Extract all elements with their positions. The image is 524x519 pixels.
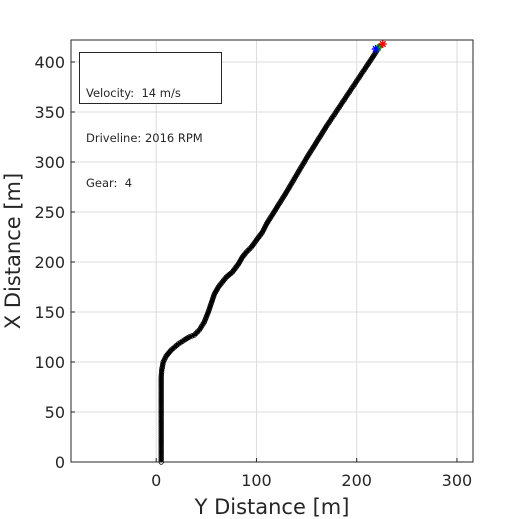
- y-tick-label: 200: [34, 253, 65, 272]
- driveline-readout: Driveline: 2016 RPM: [86, 131, 203, 145]
- y-tick-label: 100: [34, 353, 65, 372]
- trajectory-point: [158, 382, 164, 388]
- y-tick-label: 400: [34, 53, 65, 72]
- trajectory-point: [194, 329, 201, 335]
- trajectory-point: [193, 330, 199, 336]
- y-tick-label: 250: [34, 203, 65, 222]
- trajectory-point: [158, 367, 165, 373]
- trajectory-point: [158, 386, 164, 392]
- tick-labels: 0 100 200 300 0 50 100 150 200 250 300 350 400: [34, 53, 472, 490]
- y-tick-label: 150: [34, 303, 65, 322]
- trajectory-point: [220, 277, 227, 283]
- gear-readout: Gear: 4: [86, 176, 133, 190]
- x-tick-label: 200: [341, 471, 372, 490]
- trajectory-point: [172, 344, 178, 350]
- status-info-box: Velocity: 14 m/s Driveline: 2016 RPM Gea…: [79, 52, 222, 190]
- trajectory-point: [218, 281, 224, 287]
- y-tick-label: 350: [34, 103, 65, 122]
- trajectory-point: [245, 247, 251, 253]
- x-tick-label: 0: [151, 471, 161, 490]
- trajectory-point: [158, 380, 164, 386]
- y-tick-label: 300: [34, 153, 65, 172]
- velocity-readout: Velocity: 14 m/s: [86, 86, 181, 100]
- x-tick-label: 100: [241, 471, 272, 490]
- x-axis-label: Y Distance [m]: [194, 495, 350, 519]
- trajectory-point: [159, 363, 166, 369]
- trajectory-point: [191, 332, 197, 338]
- end-marker: [379, 40, 387, 48]
- trajectory-point: [189, 333, 195, 339]
- y-tick-label: 0: [55, 453, 65, 472]
- y-axis-label: X Distance [m]: [1, 173, 25, 329]
- trajectory-point: [159, 365, 165, 371]
- trajectory-point: [158, 384, 164, 390]
- end-marker: [372, 45, 380, 53]
- trajectory-point: [219, 279, 226, 285]
- trajectory-point: [216, 282, 223, 288]
- trajectory-point: [186, 334, 192, 340]
- trajectory-point: [215, 284, 222, 290]
- axes-frame: [70, 39, 474, 463]
- trajectory-point: [167, 348, 173, 355]
- trajectory-point: [247, 245, 253, 252]
- trajectory-point: [158, 378, 164, 384]
- trajectory-point: [243, 249, 250, 255]
- trajectory-line: [159, 43, 383, 462]
- trajectory-point: [222, 276, 228, 282]
- y-tick-label: 50: [45, 403, 65, 422]
- trajectory-point: [248, 244, 255, 250]
- end-markers: [371, 40, 387, 53]
- data-series: [158, 43, 383, 465]
- trajectory-point: [242, 250, 248, 257]
- trajectory-point: [228, 270, 234, 276]
- x-tick-label: 300: [442, 471, 473, 490]
- trajectory-point: [239, 254, 246, 260]
- trajectory-point: [241, 252, 247, 258]
